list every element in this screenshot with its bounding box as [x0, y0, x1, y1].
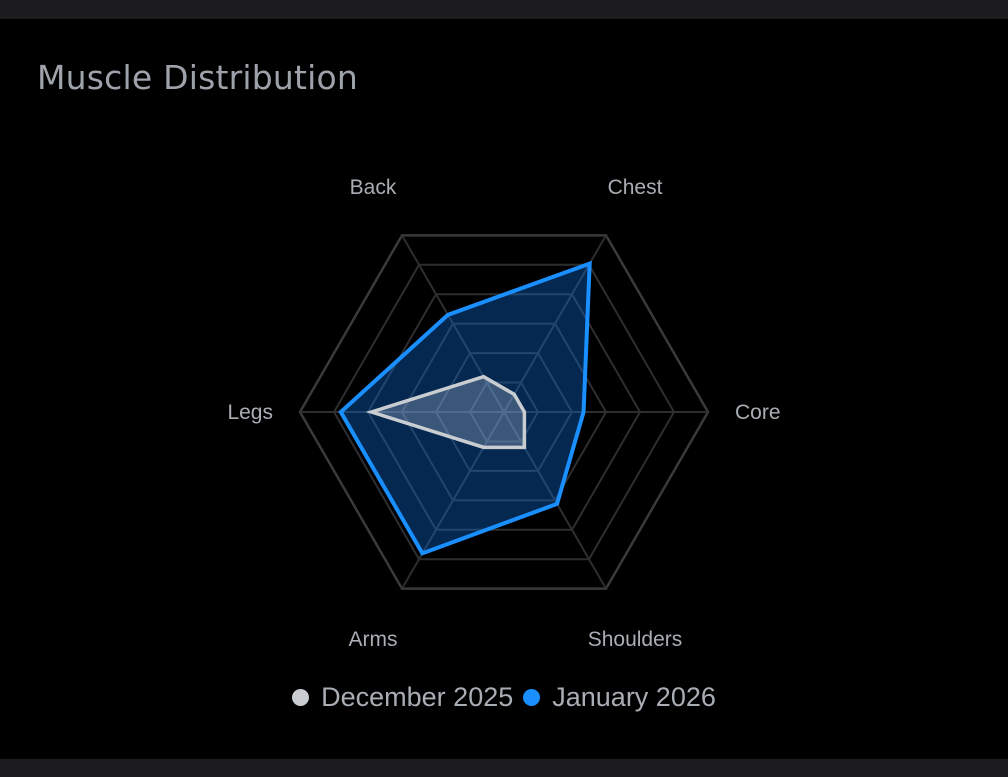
axis-label-arms: Arms: [349, 628, 398, 651]
axis-label-legs: Legs: [227, 401, 273, 424]
axis-label-back: Back: [350, 176, 397, 199]
series-area-december-2025: [365, 374, 527, 450]
legend-item[interactable]: December 2025: [292, 682, 513, 713]
grid-spoke: [503, 411, 607, 590]
axis-label-shoulders: Shoulders: [588, 628, 683, 651]
grid-spoke: [401, 234, 505, 413]
legend-label: January 2026: [552, 682, 716, 712]
axis-label-chest: Chest: [608, 176, 663, 199]
chart-title: Muscle Distribution: [37, 58, 359, 97]
axis-label-core: Core: [735, 401, 781, 424]
grid-spoke: [401, 411, 505, 590]
legend-dot-icon: [523, 689, 541, 706]
legend-item[interactable]: January 2026: [523, 682, 716, 713]
radar-axis-labels: Chest Core Shoulders Arms Legs Back: [227, 176, 780, 651]
legend-label: December 2025: [321, 682, 514, 712]
legend-dot-icon: [292, 689, 310, 706]
series-area-january-2026: [338, 260, 592, 556]
radar-series: [338, 260, 592, 556]
chart-legend: December 2025 January 2026: [0, 682, 1008, 713]
